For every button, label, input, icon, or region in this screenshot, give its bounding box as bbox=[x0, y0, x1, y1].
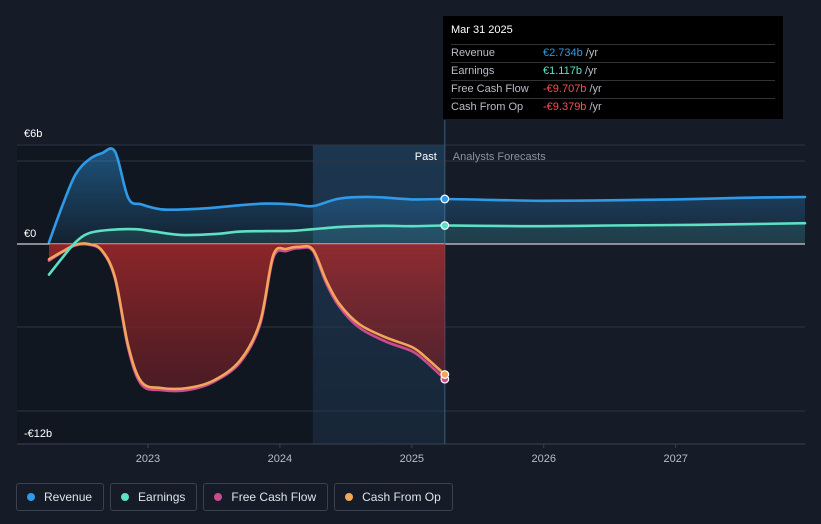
legend-label: Revenue bbox=[44, 490, 93, 504]
cash-flow-area bbox=[49, 244, 445, 392]
legend-label: Cash From Op bbox=[362, 490, 441, 504]
tooltip-row-unit: /yr bbox=[584, 65, 598, 77]
legend-label: Earnings bbox=[138, 490, 186, 504]
earnings-area bbox=[75, 223, 805, 244]
tooltip-row: Cash From Op -€9.379b/yr bbox=[451, 99, 775, 116]
revenue-area bbox=[49, 148, 805, 244]
tooltip-row-label: Cash From Op bbox=[451, 101, 524, 113]
tooltip-row-value: -€9.379b bbox=[543, 101, 587, 113]
series-line-cash-from-op bbox=[47, 242, 447, 391]
series-line-revenue bbox=[47, 147, 807, 244]
tooltip-row-label: Free Cash Flow bbox=[451, 83, 529, 95]
past-label: Past bbox=[415, 151, 437, 163]
x-tick-label: 2026 bbox=[532, 453, 556, 465]
legend-dot-icon bbox=[214, 493, 223, 501]
forecast-label: Analysts Forecasts bbox=[453, 151, 546, 163]
x-tick-label: 2027 bbox=[663, 453, 687, 465]
legend-item-revenue[interactable]: Revenue bbox=[16, 483, 105, 511]
legend-dot-icon bbox=[27, 493, 35, 501]
tooltip-row-value: -€9.707b bbox=[543, 83, 587, 95]
legend-label: Free Cash Flow bbox=[231, 490, 317, 504]
y-tick-label: €6b bbox=[24, 128, 42, 140]
x-tick-label: 2024 bbox=[268, 453, 292, 465]
chart-tooltip: Mar 31 2025 Revenue €2.734b/yr Earnings €1.… bbox=[443, 16, 783, 119]
series-marker bbox=[440, 221, 450, 230]
tooltip-row-unit: /yr bbox=[589, 101, 602, 113]
tooltip-row-value: €2.734b bbox=[543, 47, 583, 59]
legend-item-free-cash-flow[interactable]: Free Cash Flow bbox=[203, 483, 329, 511]
tooltip-row-label: Revenue bbox=[451, 47, 496, 59]
series-line-earnings bbox=[47, 221, 807, 276]
tooltip-row-unit: /yr bbox=[585, 47, 598, 59]
legend-dot-icon bbox=[121, 493, 130, 501]
tooltip-row: Free Cash Flow -€9.707b/yr bbox=[451, 81, 775, 99]
chart-canvas: €6b €0 -€12b 2023 2024 2025 2026 2027 Past Analys… bbox=[17, 120, 807, 465]
legend-item-cash-from-op[interactable]: Cash From Op bbox=[334, 483, 453, 511]
x-tick-label: 2023 bbox=[136, 453, 160, 465]
series-marker bbox=[440, 194, 450, 204]
tooltip-row-value: €1.117b bbox=[543, 65, 582, 77]
y-tick-label: €0 bbox=[24, 228, 36, 240]
tooltip-row-unit: /yr bbox=[589, 83, 602, 95]
tooltip-row: Earnings €1.117b/yr bbox=[451, 63, 775, 81]
series-marker bbox=[440, 370, 450, 379]
legend-item-earnings[interactable]: Earnings bbox=[110, 483, 198, 511]
y-tick-label: -€12b bbox=[24, 428, 52, 440]
tooltip-date: Mar 31 2025 bbox=[451, 24, 775, 45]
tooltip-row-label: Earnings bbox=[451, 65, 495, 77]
chart-legend: Revenue Earnings Free Cash Flow Cash From O… bbox=[16, 483, 453, 511]
x-tick-label: 2025 bbox=[400, 453, 424, 465]
legend-dot-icon bbox=[345, 493, 354, 501]
tooltip-row: Revenue €2.734b/yr bbox=[451, 45, 775, 63]
